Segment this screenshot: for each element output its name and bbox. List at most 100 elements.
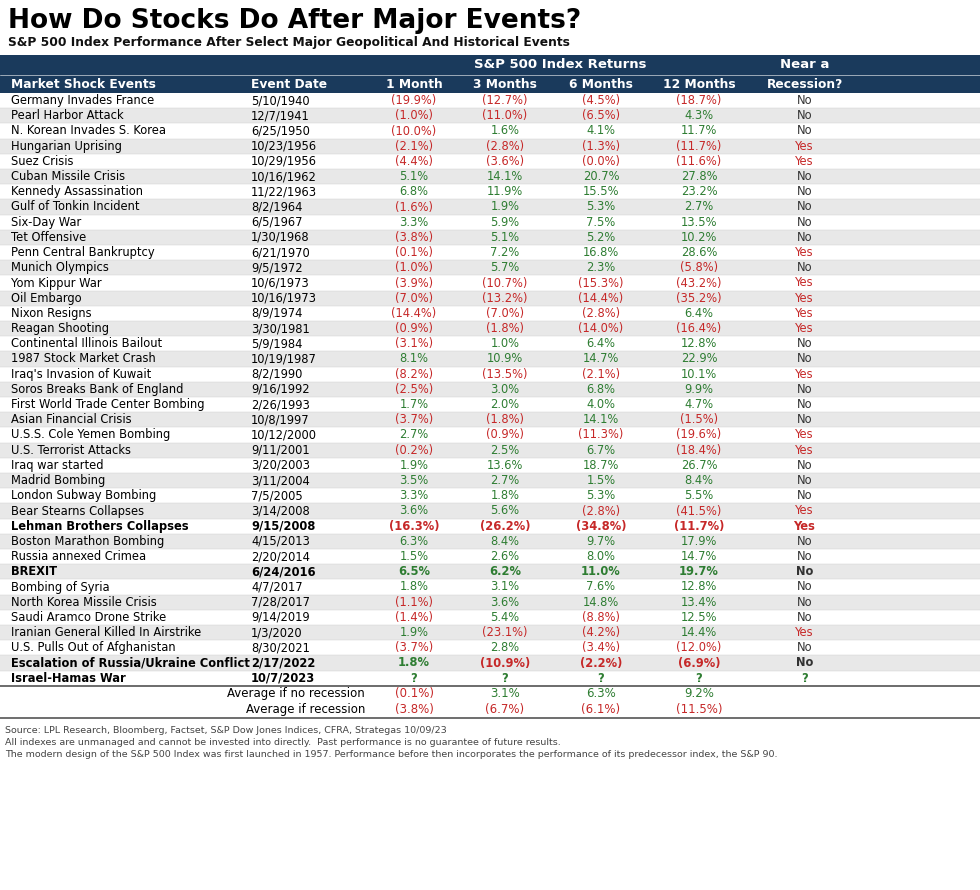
Text: 10.2%: 10.2% [681,231,717,244]
Text: 1 Month: 1 Month [385,77,442,91]
Bar [0,625,980,640]
Bar [0,336,980,352]
Text: Six-Day War: Six-Day War [11,215,81,229]
Text: (11.7%): (11.7%) [676,140,721,153]
Text: 9/14/2019: 9/14/2019 [251,611,310,624]
Text: U.S. Terrorist Attacks: U.S. Terrorist Attacks [11,444,131,457]
Text: (3.4%): (3.4%) [582,642,620,654]
Text: 6.4%: 6.4% [684,307,713,320]
Text: 5.1%: 5.1% [400,170,428,183]
Text: 4.0%: 4.0% [586,398,615,411]
Bar [0,214,980,230]
Text: 1.9%: 1.9% [400,626,428,639]
Text: Suez Crisis: Suez Crisis [11,155,74,168]
Text: No: No [797,200,812,214]
Text: No: No [796,657,813,669]
Text: 5/10/1940: 5/10/1940 [251,94,310,107]
Text: 5.4%: 5.4% [490,611,519,624]
Text: (1.8%): (1.8%) [486,413,524,426]
Text: (18.7%): (18.7%) [676,94,721,107]
Text: No: No [797,474,812,487]
Text: 22.9%: 22.9% [681,352,717,366]
Text: 6/5/1967: 6/5/1967 [251,215,303,229]
Text: 17.9%: 17.9% [681,535,717,548]
Text: S&P 500 Index Returns: S&P 500 Index Returns [473,59,646,71]
Text: Iraq war started: Iraq war started [11,459,104,472]
Text: 11/22/1963: 11/22/1963 [251,185,318,198]
Text: 6.2%: 6.2% [489,565,521,578]
Text: 11.7%: 11.7% [681,125,717,137]
Text: 8/9/1974: 8/9/1974 [251,307,303,320]
Text: No: No [797,642,812,654]
Text: 5.9%: 5.9% [490,215,519,229]
Text: (12.7%): (12.7%) [482,94,528,107]
Text: 10/6/1973: 10/6/1973 [251,277,310,289]
Text: (2.5%): (2.5%) [395,383,433,396]
Text: 2/20/2014: 2/20/2014 [251,550,310,563]
Text: Yes: Yes [795,428,813,441]
Text: 13.6%: 13.6% [487,459,523,472]
Text: Reagan Shooting: Reagan Shooting [11,322,109,336]
Text: 5.7%: 5.7% [490,262,519,274]
Bar [0,275,980,291]
Text: 12/7/1941: 12/7/1941 [251,109,310,122]
Text: (8.8%): (8.8%) [582,611,620,624]
Text: (2.2%): (2.2%) [580,657,622,669]
Bar [0,230,980,245]
Text: (1.5%): (1.5%) [680,413,718,426]
Text: Germany Invades France: Germany Invades France [11,94,154,107]
Text: Iranian General Killed In Airstrike: Iranian General Killed In Airstrike [11,626,201,639]
Text: 5.6%: 5.6% [490,505,519,517]
Bar [0,0,980,55]
Text: Israel-Hamas War: Israel-Hamas War [11,672,125,684]
Text: 14.1%: 14.1% [583,413,619,426]
Bar [0,610,980,625]
Text: 7.5%: 7.5% [586,215,615,229]
Bar [0,640,980,655]
Text: 11.0%: 11.0% [581,565,621,578]
Text: No: No [797,535,812,548]
Text: No: No [797,231,812,244]
Text: No: No [797,262,812,274]
Bar [0,595,980,610]
Text: Market Shock Events: Market Shock Events [11,77,156,91]
Text: 1.0%: 1.0% [491,337,519,351]
Text: Oil Embargo: Oil Embargo [11,292,81,304]
Text: How Do Stocks Do After Major Events?: How Do Stocks Do After Major Events? [8,8,581,34]
Text: Gulf of Tonkin Incident: Gulf of Tonkin Incident [11,200,139,214]
Text: (10.9%): (10.9%) [480,657,530,669]
Text: (0.0%): (0.0%) [582,155,620,168]
Text: 1.8%: 1.8% [491,490,519,502]
Text: 10/29/1956: 10/29/1956 [251,155,317,168]
Text: Continental Illinois Bailout: Continental Illinois Bailout [11,337,162,351]
Text: No: No [797,185,812,198]
Bar [0,564,980,579]
Text: 13.4%: 13.4% [681,595,717,609]
Text: 5/9/1984: 5/9/1984 [251,337,303,351]
Text: 3.1%: 3.1% [490,687,519,700]
Bar [0,291,980,306]
Text: 2.7%: 2.7% [400,428,428,441]
Text: 8/2/1964: 8/2/1964 [251,200,303,214]
Text: (6.9%): (6.9%) [678,657,720,669]
Bar [0,124,980,139]
Text: 10.1%: 10.1% [681,368,717,381]
Text: (34.8%): (34.8%) [576,520,626,533]
Text: 10/7/2023: 10/7/2023 [251,672,316,684]
Text: Yes: Yes [795,322,813,336]
Text: 3/20/2003: 3/20/2003 [251,459,310,472]
Text: Soros Breaks Bank of England: Soros Breaks Bank of England [11,383,183,396]
Bar [0,686,980,702]
Text: (41.5%): (41.5%) [676,505,721,517]
Text: (12.0%): (12.0%) [676,642,721,654]
Text: Escalation of Russia/Ukraine Conflict: Escalation of Russia/Ukraine Conflict [11,657,250,669]
Bar [0,382,980,397]
Text: No: No [797,459,812,472]
Text: (8.2%): (8.2%) [395,368,433,381]
Text: 2.0%: 2.0% [490,398,519,411]
Text: 1.9%: 1.9% [491,200,519,214]
Text: 8.4%: 8.4% [491,535,519,548]
Text: 3/11/2004: 3/11/2004 [251,474,310,487]
Text: 10.9%: 10.9% [487,352,523,366]
Text: 1.5%: 1.5% [400,550,428,563]
